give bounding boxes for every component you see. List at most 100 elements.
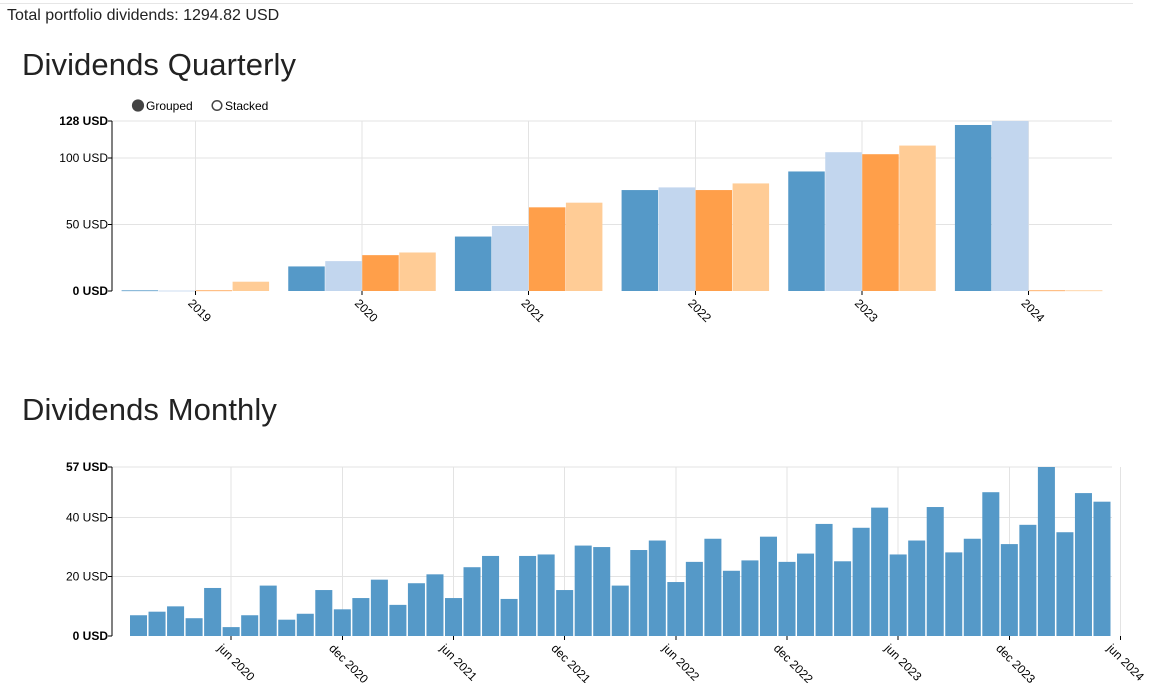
quarterly-bar[interactable]	[695, 190, 733, 291]
quarterly-bar[interactable]	[325, 261, 362, 291]
monthly-bar[interactable]	[797, 553, 815, 636]
monthly-bar[interactable]	[241, 615, 259, 636]
quarterly-bar[interactable]	[862, 154, 899, 291]
monthly-bar[interactable]	[574, 545, 592, 636]
monthly-bar[interactable]	[648, 540, 666, 636]
quarterly-bar[interactable]	[288, 266, 325, 291]
monthly-bar[interactable]	[945, 552, 963, 636]
grouped-radio-label[interactable]: Grouped	[146, 99, 193, 113]
quarterly-bar[interactable]	[454, 236, 492, 291]
quarterly-bar[interactable]	[1065, 290, 1103, 292]
monthly-bar[interactable]	[204, 587, 222, 636]
quarterly-bar[interactable]	[788, 171, 825, 291]
monthly-bar[interactable]	[667, 582, 685, 636]
quarterly-bar[interactable]	[954, 124, 992, 291]
monthly-bar[interactable]	[500, 598, 518, 636]
monthly-bar[interactable]	[815, 523, 833, 636]
quarterly-bar[interactable]	[565, 202, 603, 291]
monthly-bar[interactable]	[611, 585, 629, 636]
monthly-bar[interactable]	[926, 507, 944, 636]
monthly-bar[interactable]	[370, 579, 388, 636]
quarterly-bar[interactable]	[621, 190, 659, 291]
quarterly-chart: Grouped Stacked 0 USD 50 USD 100 USD 128 US…	[59, 99, 1112, 325]
y-tick-label: 57 USD	[66, 460, 108, 474]
quarterly-bar[interactable]	[158, 290, 196, 292]
monthly-bar[interactable]	[222, 627, 240, 636]
y-tick-label: 0 USD	[73, 629, 109, 643]
monthly-bar[interactable]	[167, 606, 185, 636]
chart-mode-toggle: Grouped Stacked	[131, 99, 268, 113]
monthly-bar[interactable]	[482, 555, 500, 636]
monthly-bar[interactable]	[352, 598, 370, 636]
monthly-bar[interactable]	[685, 561, 703, 636]
monthly-bar[interactable]	[1093, 501, 1111, 636]
x-tick-label: jun 2020	[214, 641, 257, 683]
monthly-bar[interactable]	[130, 615, 148, 636]
x-tick-label: jun 2024	[1104, 641, 1147, 683]
quarterly-bar[interactable]	[195, 290, 233, 292]
monthly-bar[interactable]	[1074, 493, 1092, 636]
monthly-bar[interactable]	[871, 507, 889, 636]
y-tick-label: 20 USD	[66, 570, 108, 584]
monthly-bar[interactable]	[537, 554, 555, 636]
total-dividends-text: Total portfolio dividends: 1294.82 USD	[7, 7, 280, 24]
monthly-x-axis: jun 2020 dec 2020 jun 2021 dec 2021 jun 2022…	[214, 636, 1147, 683]
monthly-bar[interactable]	[889, 554, 907, 636]
monthly-bar[interactable]	[1056, 532, 1074, 636]
monthly-bar[interactable]	[407, 583, 425, 636]
monthly-bar[interactable]	[722, 570, 740, 636]
quarterly-bar[interactable]	[732, 183, 770, 291]
quarterly-y-axis: 0 USD 50 USD 100 USD 128 USD	[59, 114, 112, 298]
x-tick-label: 2023	[852, 296, 881, 325]
monthly-bar[interactable]	[1037, 467, 1055, 636]
quarterly-bar[interactable]	[899, 145, 936, 291]
stacked-radio-label[interactable]: Stacked	[225, 99, 268, 113]
monthly-bar[interactable]	[852, 527, 870, 636]
grouped-radio[interactable]: Grouped	[131, 99, 193, 113]
quarterly-bar[interactable]	[658, 187, 696, 291]
x-tick-label: dec 2020	[326, 641, 371, 683]
quarterly-bar[interactable]	[232, 281, 270, 291]
quarterly-bar[interactable]	[121, 290, 159, 292]
monthly-bar[interactable]	[630, 550, 648, 636]
quarterly-bar[interactable]	[362, 255, 399, 291]
y-tick-label: 128 USD	[59, 114, 108, 128]
monthly-bar[interactable]	[778, 561, 796, 636]
monthly-bar[interactable]	[1000, 544, 1018, 636]
monthly-bar[interactable]	[556, 590, 574, 636]
monthly-bar[interactable]	[389, 604, 407, 636]
top-divider	[0, 3, 1133, 4]
monthly-bar[interactable]	[333, 609, 351, 636]
stacked-radio[interactable]: Stacked	[211, 99, 268, 113]
monthly-bar[interactable]	[908, 540, 926, 636]
quarterly-bar[interactable]	[1028, 290, 1066, 292]
monthly-bar[interactable]	[519, 555, 537, 636]
x-tick-label: 2024	[1019, 296, 1048, 325]
quarterly-bar[interactable]	[991, 121, 1029, 291]
monthly-bar[interactable]	[148, 611, 166, 636]
quarterly-bar[interactable]	[399, 252, 436, 291]
monthly-bar[interactable]	[1019, 524, 1037, 636]
monthly-bar[interactable]	[185, 618, 203, 636]
monthly-title: Dividends Monthly	[22, 392, 277, 427]
monthly-bar[interactable]	[963, 538, 981, 636]
monthly-bar[interactable]	[296, 613, 314, 636]
x-tick-label: jun 2022	[659, 641, 702, 683]
monthly-bar[interactable]	[593, 547, 611, 636]
monthly-bar[interactable]	[704, 538, 722, 636]
monthly-bar[interactable]	[741, 560, 759, 636]
monthly-bar[interactable]	[259, 585, 277, 636]
monthly-bar[interactable]	[315, 590, 333, 636]
monthly-bar[interactable]	[426, 574, 444, 636]
monthly-bar[interactable]	[759, 536, 777, 636]
quarterly-bar[interactable]	[825, 152, 862, 291]
monthly-bar[interactable]	[444, 598, 463, 636]
quarterly-bar[interactable]	[528, 207, 566, 291]
monthly-bar[interactable]	[834, 561, 852, 636]
grouped-radio-dot[interactable]	[131, 99, 145, 112]
monthly-bar[interactable]	[278, 619, 296, 636]
monthly-bar[interactable]	[982, 492, 1000, 636]
monthly-bar[interactable]	[463, 567, 481, 636]
quarterly-bar[interactable]	[491, 225, 529, 291]
stacked-radio-dot[interactable]	[211, 99, 223, 112]
